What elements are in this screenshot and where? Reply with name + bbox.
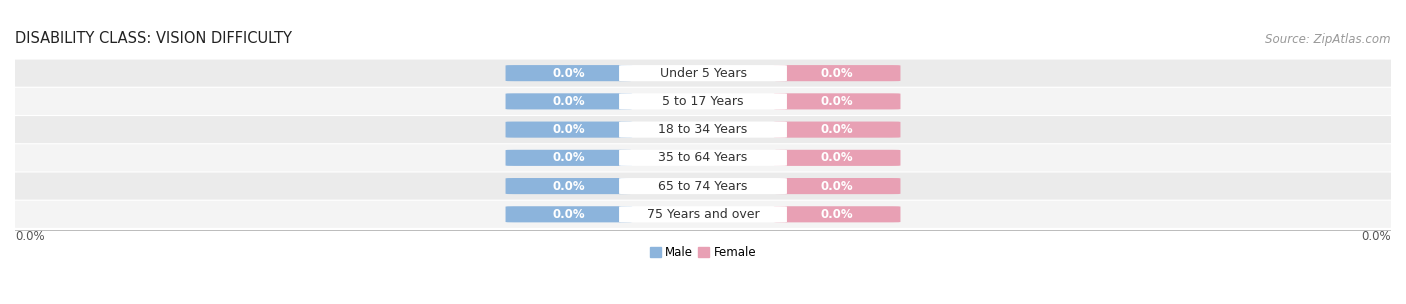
Text: 18 to 34 Years: 18 to 34 Years — [658, 123, 748, 136]
Text: 0.0%: 0.0% — [821, 95, 853, 108]
Text: 0.0%: 0.0% — [821, 180, 853, 192]
FancyBboxPatch shape — [8, 173, 1398, 200]
Text: 0.0%: 0.0% — [821, 67, 853, 80]
FancyBboxPatch shape — [773, 206, 900, 222]
FancyBboxPatch shape — [506, 65, 633, 81]
Text: 0.0%: 0.0% — [821, 151, 853, 164]
FancyBboxPatch shape — [8, 144, 1398, 171]
Text: 0.0%: 0.0% — [553, 208, 585, 221]
FancyBboxPatch shape — [8, 201, 1398, 228]
Text: Under 5 Years: Under 5 Years — [659, 67, 747, 80]
FancyBboxPatch shape — [8, 88, 1398, 115]
FancyBboxPatch shape — [619, 93, 787, 109]
Text: 75 Years and over: 75 Years and over — [647, 208, 759, 221]
FancyBboxPatch shape — [773, 93, 900, 109]
FancyBboxPatch shape — [506, 206, 633, 222]
FancyBboxPatch shape — [8, 116, 1398, 143]
FancyBboxPatch shape — [619, 178, 787, 194]
Text: 0.0%: 0.0% — [821, 208, 853, 221]
FancyBboxPatch shape — [619, 206, 787, 222]
Text: 0.0%: 0.0% — [1361, 230, 1391, 244]
FancyBboxPatch shape — [619, 65, 787, 81]
FancyBboxPatch shape — [773, 178, 900, 194]
FancyBboxPatch shape — [506, 93, 633, 109]
Text: Source: ZipAtlas.com: Source: ZipAtlas.com — [1265, 33, 1391, 46]
Text: DISABILITY CLASS: VISION DIFFICULTY: DISABILITY CLASS: VISION DIFFICULTY — [15, 31, 292, 46]
FancyBboxPatch shape — [506, 150, 633, 166]
FancyBboxPatch shape — [619, 122, 787, 138]
Text: 0.0%: 0.0% — [553, 95, 585, 108]
FancyBboxPatch shape — [8, 60, 1398, 87]
Legend: Male, Female: Male, Female — [645, 241, 761, 264]
Text: 5 to 17 Years: 5 to 17 Years — [662, 95, 744, 108]
Text: 0.0%: 0.0% — [553, 180, 585, 192]
Text: 0.0%: 0.0% — [15, 230, 45, 244]
Text: 35 to 64 Years: 35 to 64 Years — [658, 151, 748, 164]
FancyBboxPatch shape — [773, 122, 900, 138]
FancyBboxPatch shape — [506, 178, 633, 194]
Text: 0.0%: 0.0% — [553, 151, 585, 164]
FancyBboxPatch shape — [506, 122, 633, 138]
Text: 0.0%: 0.0% — [553, 123, 585, 136]
FancyBboxPatch shape — [773, 150, 900, 166]
Text: 0.0%: 0.0% — [821, 123, 853, 136]
FancyBboxPatch shape — [773, 65, 900, 81]
FancyBboxPatch shape — [619, 150, 787, 166]
Text: 65 to 74 Years: 65 to 74 Years — [658, 180, 748, 192]
Text: 0.0%: 0.0% — [553, 67, 585, 80]
